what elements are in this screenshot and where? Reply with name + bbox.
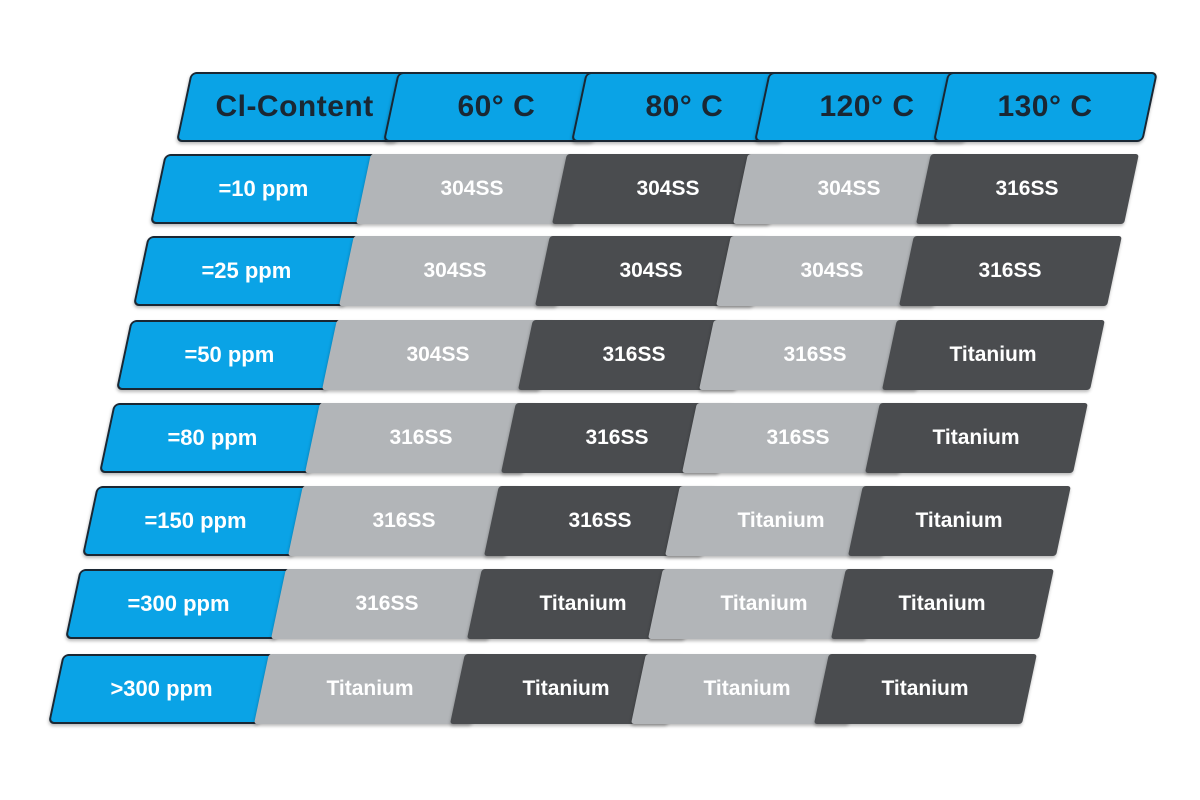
material-cell: Titanium <box>831 569 1054 639</box>
material-cell: 316SS <box>899 236 1122 306</box>
chloride-row-label: =25 ppm <box>133 236 360 306</box>
temperature-label: 120° C <box>819 90 915 123</box>
material-cell: Titanium <box>848 486 1071 556</box>
chloride-row-label: =300 ppm <box>65 569 292 639</box>
chloride-row-label: =10 ppm <box>150 154 377 224</box>
chloride-row-label: =80 ppm <box>99 403 326 473</box>
temperature-header-130: 130° C <box>933 72 1158 142</box>
chloride-row-label: =150 ppm <box>82 486 309 556</box>
chloride-row-label: =50 ppm <box>116 320 343 390</box>
temperature-label: 60° C <box>457 90 536 123</box>
material-cell: 316SS <box>916 154 1139 224</box>
material-cell: Titanium <box>814 654 1037 724</box>
corner-label: Cl-Content <box>215 90 374 123</box>
material-cell: Titanium <box>865 403 1088 473</box>
chloride-row-label: >300 ppm <box>48 654 275 724</box>
temperature-label: 130° C <box>997 90 1093 123</box>
corner-label-cell: Cl-Content <box>176 72 413 142</box>
material-cell: Titanium <box>882 320 1105 390</box>
temperature-label: 80° C <box>645 90 724 123</box>
